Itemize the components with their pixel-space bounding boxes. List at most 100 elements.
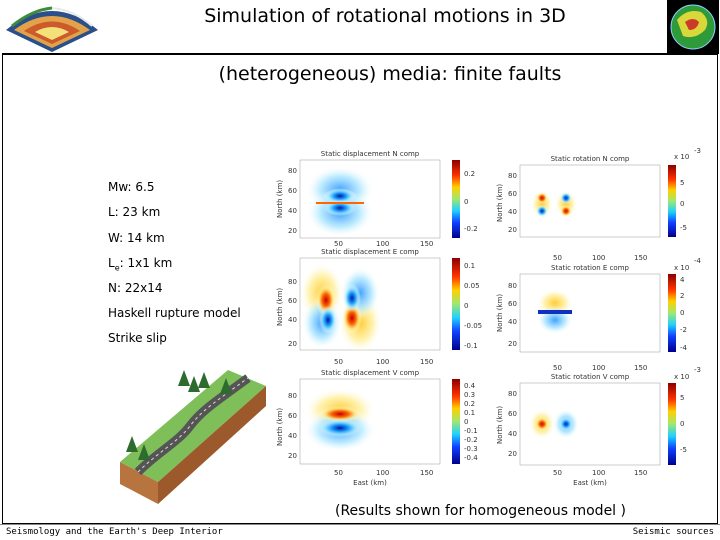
disp-e-xtick-2: 100 <box>376 358 389 366</box>
disp-e-cb-tick-1: 0.1 <box>464 262 475 270</box>
disp-v-xtick-1: 50 <box>334 469 343 477</box>
rot-n-ytick-4: 20 <box>508 226 517 234</box>
rot-n-cb-tick-3: -5 <box>680 224 687 232</box>
disp-e-cb-tick-2: 0.05 <box>464 282 480 290</box>
rot-v-cb-tick-1: 5 <box>680 394 684 402</box>
disp-n-xtick-3: 150 <box>420 240 433 248</box>
rot-v-cb-tick-3: -5 <box>680 446 687 454</box>
disp-n-ylabel: North (km) <box>276 180 284 218</box>
disp-n-xtick-2: 100 <box>376 240 389 248</box>
param-mw: Mw: 6.5 <box>108 180 155 194</box>
param-length: L: 23 km <box>108 205 161 219</box>
disp-v-cb-tick-1: 0.4 <box>464 382 476 390</box>
disp-e-xtick-1: 50 <box>334 358 343 366</box>
disp-v-colorbar <box>452 379 460 464</box>
rot-e-xtick-3: 150 <box>634 364 647 372</box>
rot-e-colorbar <box>668 274 676 352</box>
param-n: N: 22x14 <box>108 281 163 295</box>
disp-v-cb-tick-6: -0.1 <box>464 427 478 435</box>
rot-e-cb-tick-4: -2 <box>680 326 687 334</box>
param-width: W: 14 km <box>108 231 165 245</box>
param-mechanism: Strike slip <box>108 331 167 345</box>
rot-n-xtick-3: 150 <box>634 254 647 262</box>
slide-title-line-1: Simulation of rotational motions in 3D <box>204 5 566 27</box>
disp-v-xtick-2: 100 <box>376 469 389 477</box>
rot-e-cb-tick-5: -4 <box>680 344 688 352</box>
rot-n-xtick-2: 100 <box>592 254 605 262</box>
disp-n-cb-tick-2: 0 <box>464 198 468 206</box>
rot-e-title: Static rotation E comp <box>551 264 630 272</box>
disp-e-cb-tick-3: 0 <box>464 302 468 310</box>
disp-v-ytick-2: 60 <box>288 412 297 420</box>
earth-cutaway-logo <box>2 0 102 54</box>
disp-v-cb-tick-5: 0 <box>464 418 468 426</box>
rot-n-scale: x 10 <box>674 153 689 161</box>
rot-n-ytick-3: 40 <box>508 208 517 216</box>
rot-e-ytick-1: 80 <box>508 282 517 290</box>
rot-e-ylabel: North (km) <box>496 294 504 332</box>
rot-e-cb-tick-1: 4 <box>680 276 685 284</box>
disp-n-xtick-1: 50 <box>334 240 343 248</box>
rot-v-cb-tick-2: 0 <box>680 420 684 428</box>
rot-e-ytick-2: 60 <box>508 300 517 308</box>
disp-n-ytick-2: 60 <box>288 187 297 195</box>
content-frame <box>2 54 718 524</box>
rot-n-exp: -3 <box>694 148 701 155</box>
disp-e-colorbar <box>452 258 460 350</box>
rot-v-ytick-2: 60 <box>508 410 517 418</box>
disp-v-cb-tick-7: -0.2 <box>464 436 478 444</box>
disp-n-ytick-4: 20 <box>288 227 297 235</box>
rot-n-title: Static rotation N comp <box>551 155 630 163</box>
rot-n-ytick-2: 60 <box>508 190 517 198</box>
rot-v-ytick-3: 40 <box>508 430 517 438</box>
disp-v-ytick-3: 40 <box>288 432 297 440</box>
disp-v-ylabel: North (km) <box>276 408 284 446</box>
disp-e-title: Static displacement E comp <box>321 248 419 256</box>
disp-e-ylabel: North (km) <box>276 288 284 326</box>
param-le-suffix: : 1x1 km <box>119 256 173 270</box>
disp-v-title: Static displacement V comp <box>321 369 420 377</box>
rot-n-colorbar <box>668 165 676 237</box>
rot-v-ylabel: North (km) <box>496 406 504 444</box>
rot-v-colorbar <box>668 383 676 465</box>
rot-n-xtick-1: 50 <box>553 254 562 262</box>
disp-n-cb-tick-3: -0.2 <box>464 225 478 233</box>
rot-e-xtick-2: 100 <box>592 364 605 372</box>
param-model: Haskell rupture model <box>108 306 241 320</box>
footer-course-title: Seismology and the Earth's Deep Interior <box>6 527 223 537</box>
results-caption: (Results shown for homogeneous model ) <box>335 503 626 519</box>
disp-e-xtick-3: 150 <box>420 358 433 366</box>
rot-v-xlabel: East (km) <box>573 479 607 487</box>
disp-v-ytick-4: 20 <box>288 452 297 460</box>
globe-logo <box>667 0 719 54</box>
rot-v-ytick-1: 80 <box>508 390 517 398</box>
rot-v-ytick-4: 20 <box>508 450 517 458</box>
rot-v-scale: x 10 <box>674 373 689 381</box>
param-le-prefix: L <box>108 256 115 270</box>
fault-block-illustration <box>120 370 266 504</box>
rot-e-ytick-4: 20 <box>508 340 517 348</box>
disp-e-cb-tick-4: -0.05 <box>464 322 482 330</box>
disp-e-cb-tick-5: -0.1 <box>464 342 478 350</box>
rot-v-xtick-3: 150 <box>634 469 647 477</box>
disp-v-xlabel: East (km) <box>353 479 387 487</box>
rot-e-xtick-1: 50 <box>553 364 562 372</box>
disp-e-ytick-4: 20 <box>288 340 297 348</box>
disp-e-ytick-1: 80 <box>288 278 297 286</box>
disp-e-ytick-3: 40 <box>288 316 297 324</box>
footer-section: Seismic sources <box>632 527 714 537</box>
rot-e-scale: x 10 <box>674 264 689 272</box>
disp-v-cb-tick-8: -0.3 <box>464 445 478 453</box>
disp-v-cb-tick-4: 0.1 <box>464 409 475 417</box>
rot-n-ylabel: North (km) <box>496 184 504 222</box>
rot-e-exp: -4 <box>694 257 702 265</box>
slide-title-line-2: (heterogeneous) media: finite faults <box>218 63 562 85</box>
param-element-size: Le: 1x1 km <box>108 256 172 272</box>
disp-n-cb-tick-1: 0.2 <box>464 170 475 178</box>
rot-n-cb-tick-1: 5 <box>680 179 684 187</box>
disp-e-ytick-2: 60 <box>288 297 297 305</box>
rot-e-ytick-3: 40 <box>508 318 517 326</box>
disp-v-xtick-3: 150 <box>420 469 433 477</box>
disp-v-cb-tick-9: -0.4 <box>464 454 478 462</box>
disp-n-ytick-1: 80 <box>288 167 297 175</box>
